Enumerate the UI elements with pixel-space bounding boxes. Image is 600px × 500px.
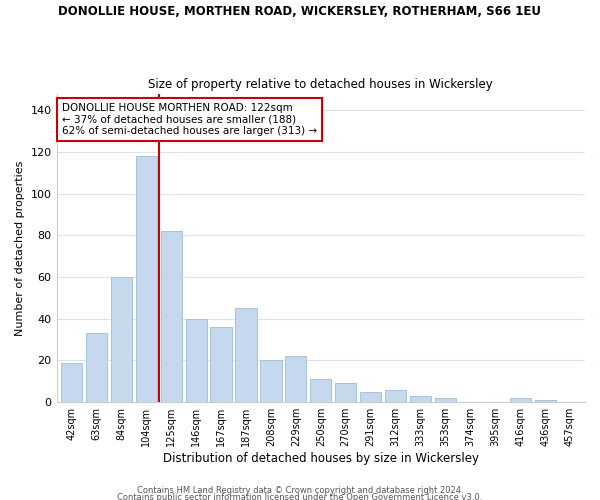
Bar xyxy=(86,334,107,402)
Bar xyxy=(509,398,531,402)
Bar xyxy=(310,380,331,402)
Bar xyxy=(410,396,431,402)
Bar xyxy=(260,360,281,402)
Bar xyxy=(385,390,406,402)
Bar xyxy=(435,398,456,402)
Bar xyxy=(235,308,257,402)
Y-axis label: Number of detached properties: Number of detached properties xyxy=(15,160,25,336)
Text: DONOLLIE HOUSE, MORTHEN ROAD, WICKERSLEY, ROTHERHAM, S66 1EU: DONOLLIE HOUSE, MORTHEN ROAD, WICKERSLEY… xyxy=(59,5,542,18)
Bar xyxy=(535,400,556,402)
X-axis label: Distribution of detached houses by size in Wickersley: Distribution of detached houses by size … xyxy=(163,452,479,465)
Bar xyxy=(61,362,82,402)
Text: DONOLLIE HOUSE MORTHEN ROAD: 122sqm
← 37% of detached houses are smaller (188)
6: DONOLLIE HOUSE MORTHEN ROAD: 122sqm ← 37… xyxy=(62,103,317,136)
Bar xyxy=(111,277,132,402)
Bar xyxy=(161,231,182,402)
Text: Contains HM Land Registry data © Crown copyright and database right 2024.: Contains HM Land Registry data © Crown c… xyxy=(137,486,463,495)
Bar xyxy=(185,319,207,402)
Title: Size of property relative to detached houses in Wickersley: Size of property relative to detached ho… xyxy=(148,78,493,91)
Bar xyxy=(211,327,232,402)
Bar xyxy=(285,356,307,402)
Text: Contains public sector information licensed under the Open Government Licence v3: Contains public sector information licen… xyxy=(118,494,482,500)
Bar xyxy=(136,156,157,402)
Bar xyxy=(335,384,356,402)
Bar xyxy=(360,392,381,402)
